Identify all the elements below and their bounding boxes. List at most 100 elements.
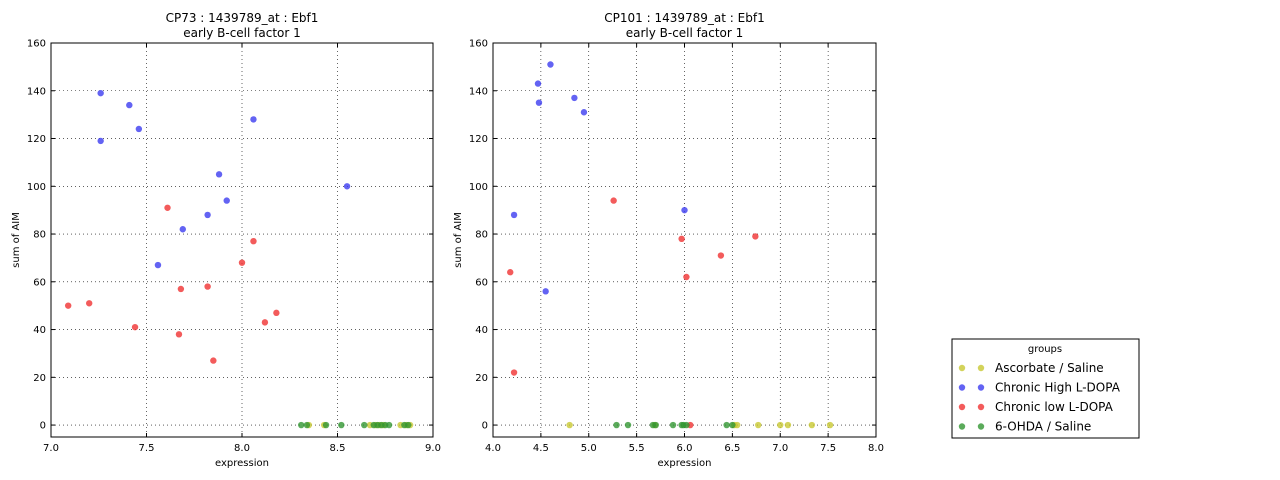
y-tick-label: 0 xyxy=(482,421,488,432)
data-point xyxy=(678,235,685,243)
legend-marker xyxy=(977,403,985,411)
y-tick-label: 140 xyxy=(27,86,46,97)
y-tick-label: 140 xyxy=(469,86,488,97)
legend-item-6-ohda-saline: 6-OHDA / Saline xyxy=(958,420,1091,434)
x-tick-label: 7.5 xyxy=(139,443,155,454)
data-point xyxy=(204,211,211,219)
y-tick-label: 20 xyxy=(475,373,488,384)
y-tick-label: 80 xyxy=(33,230,46,241)
data-point xyxy=(177,285,185,293)
data-point xyxy=(322,421,330,429)
data-point xyxy=(303,421,311,429)
data-point xyxy=(86,300,93,307)
chart-title: CP73 : 1439789_at : Ebf1 xyxy=(166,11,319,25)
y-tick-label: 80 xyxy=(475,230,488,241)
x-tick-label: 7.0 xyxy=(43,443,59,454)
legend-title: groups xyxy=(1028,344,1062,355)
y-axis-label: sum of AIM xyxy=(453,212,464,268)
data-point xyxy=(250,116,257,123)
data-point xyxy=(547,61,554,68)
x-tick-label: 5.5 xyxy=(629,443,645,454)
data-point xyxy=(669,421,677,429)
legend-label: 6-OHDA / Saline xyxy=(995,420,1091,434)
x-tick-label: 6.0 xyxy=(677,443,693,454)
data-point xyxy=(135,125,143,133)
chart-subtitle: early B-cell factor 1 xyxy=(626,26,744,40)
y-tick-label: 100 xyxy=(469,182,488,193)
data-point xyxy=(179,226,186,233)
legend-marker xyxy=(977,384,985,391)
axes-frame xyxy=(50,42,434,438)
x-tick-label: 6.5 xyxy=(724,443,740,454)
data-point xyxy=(250,237,257,245)
y-tick-label: 60 xyxy=(33,277,46,288)
data-point xyxy=(566,421,573,429)
data-point xyxy=(361,421,368,429)
x-tick-label: 7.5 xyxy=(820,443,836,454)
y-tick-label: 20 xyxy=(33,373,46,384)
y-tick-label: 160 xyxy=(469,39,488,50)
data-point xyxy=(624,421,632,429)
data-point xyxy=(784,421,792,429)
chart-panel-cp73: 7.0 7.5 8.0 8.5 9.0 0 20 40 60 80 100 120 140 160 CP73… xyxy=(11,11,441,469)
x-tick-label: 9.0 xyxy=(425,443,441,454)
data-point xyxy=(580,109,588,116)
data-point xyxy=(808,421,816,429)
y-tick-label: 60 xyxy=(475,277,488,288)
x-tick-label: 8.5 xyxy=(330,443,346,454)
data-point xyxy=(826,421,834,429)
data-point xyxy=(729,421,736,429)
data-point xyxy=(385,421,393,429)
data-point xyxy=(613,421,620,429)
data-point xyxy=(164,204,171,211)
data-point xyxy=(238,259,246,266)
data-point xyxy=(338,421,345,429)
data-point xyxy=(510,211,518,219)
data-point xyxy=(717,252,725,259)
data-point xyxy=(681,206,688,214)
legend-label: Chronic low L-DOPA xyxy=(995,400,1114,414)
y-tick-label: 120 xyxy=(27,134,46,145)
data-point xyxy=(97,89,104,97)
series-chronic-low-l-dopa xyxy=(64,204,280,364)
data-point xyxy=(610,197,617,204)
series-6-ohda-saline xyxy=(613,421,736,429)
x-tick-label: 5.0 xyxy=(581,443,597,454)
data-point xyxy=(571,94,578,102)
y-tick-label: 40 xyxy=(475,325,488,336)
data-point xyxy=(723,421,730,429)
y-axis-label: sum of AIM xyxy=(11,212,22,268)
data-point xyxy=(755,421,762,429)
chart-subtitle: early B-cell factor 1 xyxy=(183,26,301,40)
data-point xyxy=(404,421,412,429)
data-point xyxy=(507,269,514,276)
y-tick-label: 160 xyxy=(27,39,46,50)
legend: groups Ascorbate / Saline Chronic High L-… xyxy=(951,338,1140,439)
legend-marker xyxy=(977,423,985,430)
data-point xyxy=(204,283,211,290)
series-chronic-high-l-dopa xyxy=(97,89,351,269)
legend-marker xyxy=(958,423,966,430)
data-point xyxy=(298,421,305,429)
data-point xyxy=(175,331,183,338)
series-6-ohda-saline xyxy=(298,421,412,429)
data-point xyxy=(733,421,741,429)
y-tick-label: 120 xyxy=(469,134,488,145)
data-point xyxy=(752,233,759,240)
data-point xyxy=(97,137,104,145)
data-point xyxy=(683,421,690,429)
x-tick-label: 4.5 xyxy=(533,443,549,454)
legend-marker xyxy=(958,403,966,411)
data-point xyxy=(273,309,280,317)
data-point xyxy=(343,183,351,190)
legend-item-chronic-low-l-dopa: Chronic low L-DOPA xyxy=(958,400,1114,414)
x-tick-label: 4.0 xyxy=(485,443,501,454)
x-axis-label: expression xyxy=(215,458,269,469)
x-tick-label: 8.0 xyxy=(234,443,250,454)
legend-label: Ascorbate / Saline xyxy=(995,361,1104,375)
data-point xyxy=(683,273,690,281)
y-tick-label: 40 xyxy=(33,325,46,336)
chart-panel-cp101: 4.0 4.5 5.0 5.5 6.0 6.5 7.0 7.5 8.0 0 20 40 60 80 100 1… xyxy=(453,11,884,469)
data-point xyxy=(64,302,72,309)
